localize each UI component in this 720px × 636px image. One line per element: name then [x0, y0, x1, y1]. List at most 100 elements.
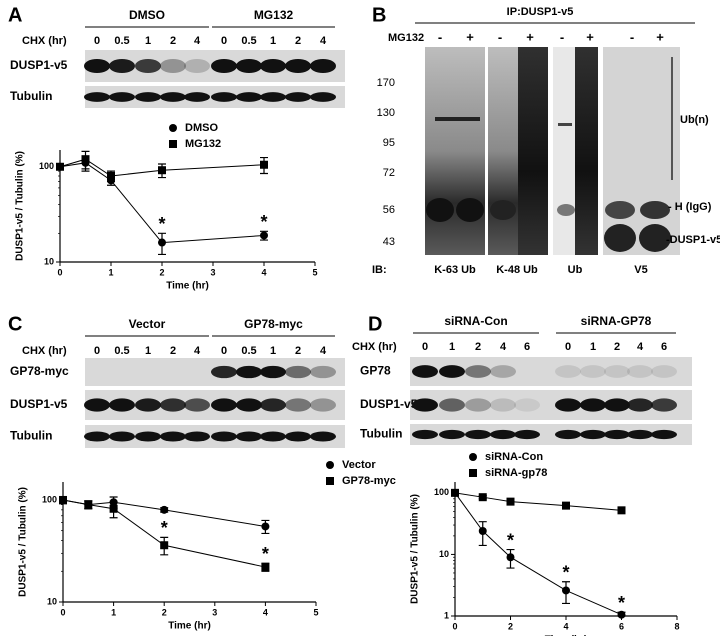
time-label: 0: [565, 341, 571, 353]
mw-label: 72: [383, 167, 395, 179]
blot-band: [84, 58, 110, 74]
point: [617, 506, 626, 515]
blot-band: [160, 398, 186, 412]
blot-band: [160, 58, 186, 74]
blot-band: [490, 429, 516, 440]
x-tick-label: 4: [263, 607, 268, 617]
point: [107, 171, 115, 180]
sign: -: [630, 29, 634, 44]
row-label: CHX (hr): [22, 35, 67, 47]
time-label: 0.5: [241, 345, 256, 357]
annotation: *: [260, 212, 267, 232]
row-label: CHX (hr): [22, 345, 67, 357]
legend-marker: [326, 477, 334, 485]
blot-band: [627, 365, 653, 378]
blot-band: [627, 398, 653, 412]
blot-band: [260, 431, 286, 442]
blot-band: [514, 429, 540, 440]
ib-name: K-48 Ub: [496, 264, 538, 276]
annotation: *: [618, 593, 625, 613]
sign: +: [526, 29, 534, 44]
group-label: siRNA-Con: [444, 314, 507, 328]
blot-band: [310, 398, 336, 412]
blot-band: [236, 398, 262, 412]
point: [506, 553, 515, 562]
legend-label: Vector: [342, 459, 376, 471]
annotation: *: [562, 562, 569, 582]
blot-band: [580, 398, 606, 412]
sign: -: [438, 29, 442, 44]
point: [81, 155, 90, 164]
y-tick-label: 100: [434, 487, 449, 497]
blot-band: [627, 429, 653, 440]
time-label: 2: [170, 35, 176, 47]
blot-label: Tubulin: [360, 427, 402, 441]
blot-band: [310, 431, 336, 442]
point: [261, 522, 270, 531]
point: [506, 497, 515, 506]
x-tick-label: 2: [162, 607, 167, 617]
time-label: 0: [221, 35, 227, 47]
x-tick-label: 3: [212, 607, 217, 617]
blot-band: [184, 58, 210, 74]
x-tick-label: 1: [108, 267, 113, 277]
group-label: MG132: [254, 8, 294, 22]
right-label: -DUSP1-v5: [666, 234, 720, 246]
group-label: GP78-myc: [244, 317, 303, 331]
blot-band: [285, 58, 311, 74]
point: [160, 541, 169, 550]
mw-label: 95: [383, 137, 395, 149]
legend-label: MG132: [185, 138, 221, 150]
x-tick-label: 5: [312, 267, 317, 277]
blot-band: [109, 58, 135, 74]
blot-strip: [410, 424, 692, 445]
ip-blot-images: [425, 47, 680, 255]
blot-band: [260, 92, 286, 102]
blot-band: [651, 365, 677, 378]
blot-band: [109, 431, 135, 442]
ib-name: Ub: [568, 264, 583, 276]
blot-band: [260, 365, 286, 379]
sign: +: [586, 29, 594, 44]
x-tick-label: 0: [57, 267, 62, 277]
legend-marker: [469, 453, 477, 461]
time-label: 2: [295, 345, 301, 357]
blot-band: [310, 92, 336, 102]
time-label: 4: [194, 35, 201, 47]
time-label: 0: [422, 341, 428, 353]
legend-marker: [169, 124, 177, 132]
blot-band: [236, 92, 262, 102]
blot-band: [555, 429, 581, 440]
time-label: 0.5: [241, 35, 256, 47]
x-tick-label: 2: [159, 267, 164, 277]
x-tick-label: 2: [508, 621, 513, 631]
group-label: DMSO: [129, 8, 165, 22]
annotation: *: [507, 530, 514, 550]
time-label: 1: [270, 345, 276, 357]
blot-band: [135, 58, 161, 74]
blot-label: GP78-myc: [10, 364, 69, 378]
blot-band: [465, 365, 491, 378]
time-label: 1: [590, 341, 596, 353]
time-label: 6: [661, 341, 667, 353]
panel-letter: A: [8, 4, 22, 26]
blot-band: [109, 92, 135, 102]
y-axis-label: DUSP1-v5 / Tubulin (%): [410, 494, 421, 604]
time-label: 0: [221, 345, 227, 357]
point: [84, 500, 93, 509]
point: [562, 586, 570, 595]
ib-label: IB:: [372, 264, 387, 276]
blot-band: [160, 431, 186, 442]
blot-band: [211, 431, 237, 442]
time-label: 0.5: [114, 345, 129, 357]
x-axis-label: Time (hr): [166, 281, 209, 292]
right-label: Ub(n): [680, 114, 709, 126]
mw-label: 43: [383, 236, 395, 248]
group-label: Vector: [129, 317, 166, 331]
legend-marker: [469, 469, 477, 477]
time-label: 2: [170, 345, 176, 357]
sign: -: [498, 29, 502, 44]
blot-label: GP78: [360, 364, 391, 378]
y-axis-label: DUSP1-v5 / Tubulin (%): [18, 487, 29, 597]
blot-band: [84, 431, 110, 442]
